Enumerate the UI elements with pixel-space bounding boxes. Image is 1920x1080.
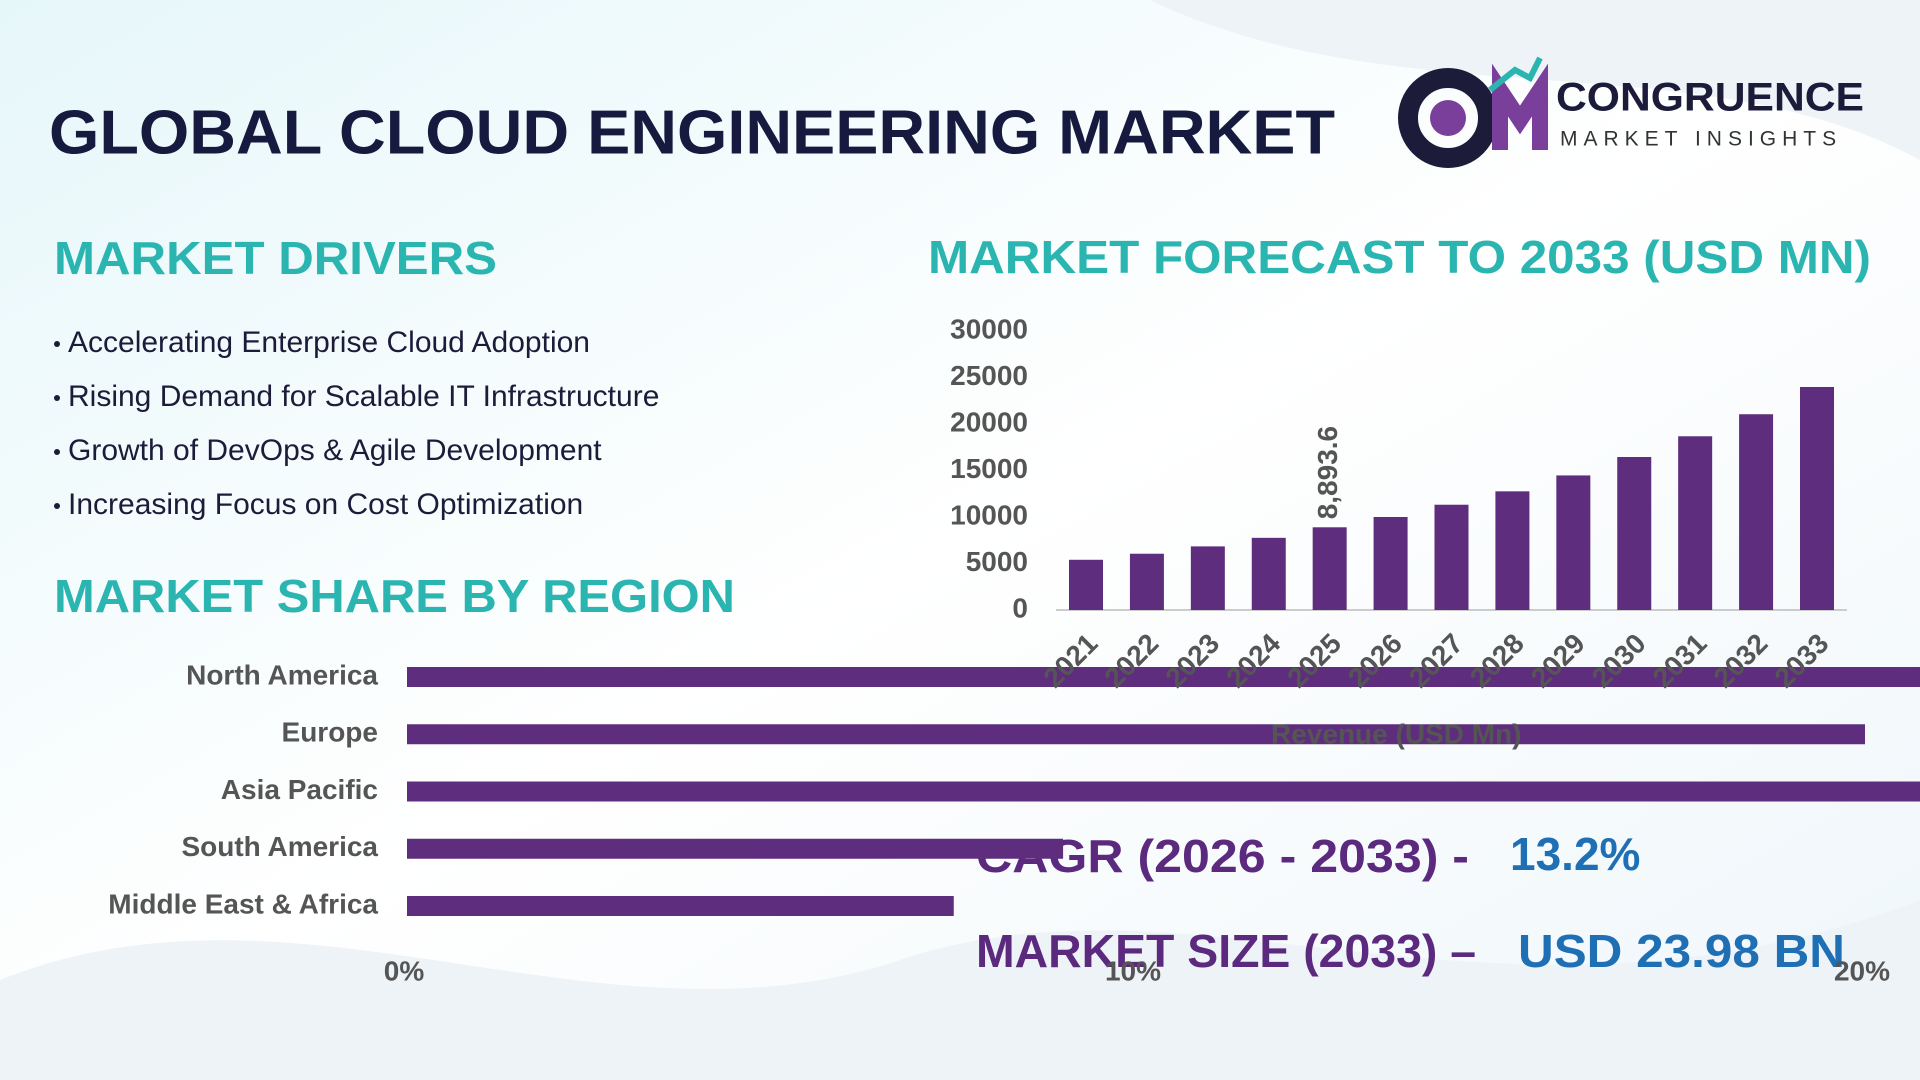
y-tick-label: 20000: [950, 406, 1028, 437]
logo-ring: [1398, 68, 1498, 168]
y-tick-label: Europe: [282, 717, 378, 748]
bar: [1373, 517, 1408, 610]
y-tick-label: 10000: [950, 499, 1028, 530]
bullet: [54, 395, 60, 401]
legend-swatch: [1247, 728, 1263, 744]
bar: [1678, 436, 1713, 610]
bar: [407, 724, 1865, 745]
bar: [407, 838, 1064, 859]
x-tick-label: 0%: [384, 955, 425, 986]
bar: [1556, 475, 1591, 610]
bar: [1251, 537, 1286, 610]
decor: [1150, 0, 1920, 160]
driver-list: Accelerating Enterprise Cloud Adoption Ri…: [54, 326, 659, 521]
bar: [1617, 457, 1652, 610]
y-tick-label: 30000: [950, 313, 1028, 344]
bar: [407, 667, 1920, 687]
section-title: MARKET DRIVERS: [54, 232, 497, 284]
decor: [0, 900, 1920, 1080]
y-tick-label: 5000: [966, 546, 1028, 577]
logo-m: [1492, 63, 1548, 150]
driver-item: Growth of DevOps & Agile Development: [68, 434, 602, 467]
legend-label: Revenue (USD Mn): [1271, 718, 1521, 749]
driver-item: Accelerating Enterprise Cloud Adoption: [68, 326, 590, 359]
bullet: [54, 503, 60, 509]
y-tick-label: North America: [186, 659, 378, 690]
bar: [1129, 553, 1164, 610]
y-tick-label: South America: [181, 831, 378, 862]
bar: [407, 781, 1920, 802]
x-tick-label: 10%: [1105, 955, 1161, 986]
logo-arrow: [1488, 56, 1543, 93]
y-tick-label: 15000: [950, 453, 1028, 484]
brand-name: CONGRUENCE: [1556, 76, 1864, 120]
bar: [1312, 527, 1347, 610]
bullet: [54, 449, 60, 455]
driver-item: Rising Demand for Scalable IT Infrastruc…: [68, 380, 659, 413]
driver-item: Increasing Focus on Cost Optimization: [68, 488, 583, 521]
section-title: MARKET FORECAST TO 2033 (USD MN): [928, 231, 1871, 283]
bar: [1434, 504, 1469, 610]
size-value: USD 23.98 BN: [1518, 925, 1845, 977]
size-label: MARKET SIZE (2033) –: [976, 925, 1476, 977]
bar: [1739, 414, 1774, 610]
y-tick-label: Asia Pacific: [221, 774, 378, 805]
y-tick-label: Middle East & Africa: [108, 888, 378, 919]
bar: [1190, 546, 1225, 610]
page-title: GLOBAL CLOUD ENGINEERING MARKET: [49, 98, 1335, 167]
y-tick-label: 0: [1012, 592, 1028, 623]
bullet: [54, 341, 60, 347]
bar: [1800, 386, 1834, 610]
section-title: MARKET SHARE BY REGION: [54, 570, 735, 622]
bar: [1495, 491, 1530, 610]
y-tick-label: 25000: [950, 360, 1028, 391]
bar: [1069, 559, 1103, 610]
logo-globe: [1430, 100, 1466, 136]
logo: CONGRUENCE MARKET INSIGHTS: [1398, 56, 1864, 168]
bar: [407, 896, 954, 916]
value-label: 8,893.6: [1312, 426, 1343, 519]
cagr-value: 13.2%: [1510, 828, 1640, 880]
x-tick-label: 20%: [1834, 955, 1890, 986]
brand-tagline: MARKET INSIGHTS: [1560, 128, 1842, 151]
